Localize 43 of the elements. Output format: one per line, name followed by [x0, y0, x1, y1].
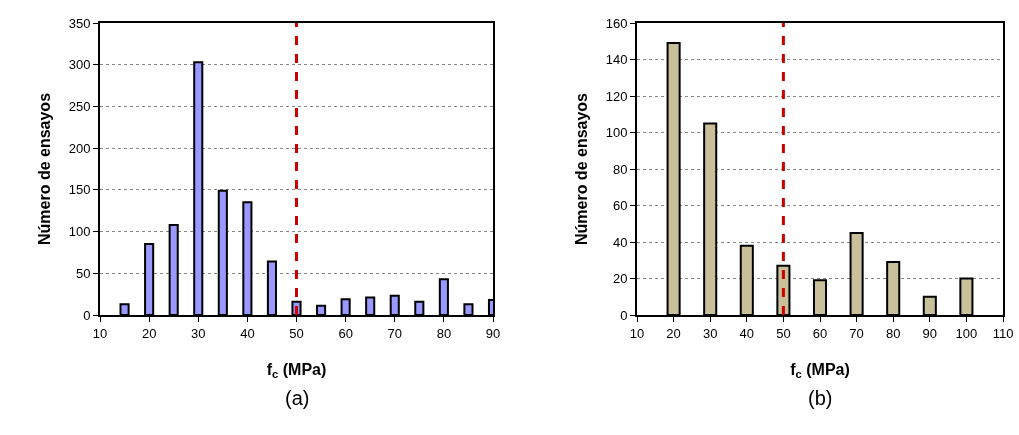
x-tick-label: 60	[812, 325, 828, 341]
y-axis-title: Número de ensayos	[573, 92, 591, 246]
y-tick-label: 20	[612, 271, 628, 287]
y-tick-label: 100	[605, 125, 628, 141]
x-tick-label: 30	[191, 325, 206, 341]
x-tick-label: 30	[702, 325, 718, 341]
y-tick-label: 140	[605, 52, 628, 68]
x-tick-label: 90	[485, 325, 501, 341]
x-tick-label: 80	[436, 325, 452, 341]
x-tick-label: 70	[849, 325, 864, 341]
x-tick-label: 60	[338, 325, 353, 341]
y-tick-label: 100	[68, 224, 91, 240]
x-tick-label: 50	[289, 325, 304, 341]
y-tick-label: 250	[68, 98, 91, 114]
y-tick-label: 350	[68, 15, 91, 31]
x-tick-label: 100	[955, 325, 978, 341]
x-tick-label: 10	[629, 325, 645, 341]
y-tick-label: 0	[620, 307, 628, 323]
x-tick-label: 40	[739, 325, 755, 341]
x-tick-label: 80	[885, 325, 901, 341]
text: (b)	[808, 387, 833, 409]
x-axis-title: f$_{c}$ (MPa)	[790, 360, 850, 381]
y-tick-label: 150	[68, 182, 91, 198]
y-tick-label: 50	[75, 265, 91, 281]
x-tick-label: 110	[992, 325, 1014, 341]
text: (a)	[285, 387, 310, 409]
y-tick-label: 300	[68, 57, 91, 73]
y-tick-label: 80	[612, 161, 628, 177]
x-tick-label: 70	[387, 325, 402, 341]
y-axis-title: Número de ensayos	[36, 92, 54, 246]
y-tick-label: 160	[605, 15, 628, 31]
x-tick-label: 40	[240, 325, 255, 341]
y-tick-label: 0	[83, 307, 91, 323]
y-tick-label: 40	[612, 234, 628, 250]
x-tick-label: 10	[92, 325, 108, 341]
y-tick-label: 120	[605, 88, 628, 104]
x-tick-label: 20	[141, 325, 157, 341]
x-tick-label: 90	[922, 325, 938, 341]
x-tick-label: 20	[666, 325, 681, 341]
y-tick-label: 200	[68, 140, 91, 156]
x-tick-label: 50	[776, 325, 791, 341]
y-tick-label: 60	[612, 198, 628, 214]
x-axis-title: f$_{c}$ (MPa)	[266, 360, 327, 381]
